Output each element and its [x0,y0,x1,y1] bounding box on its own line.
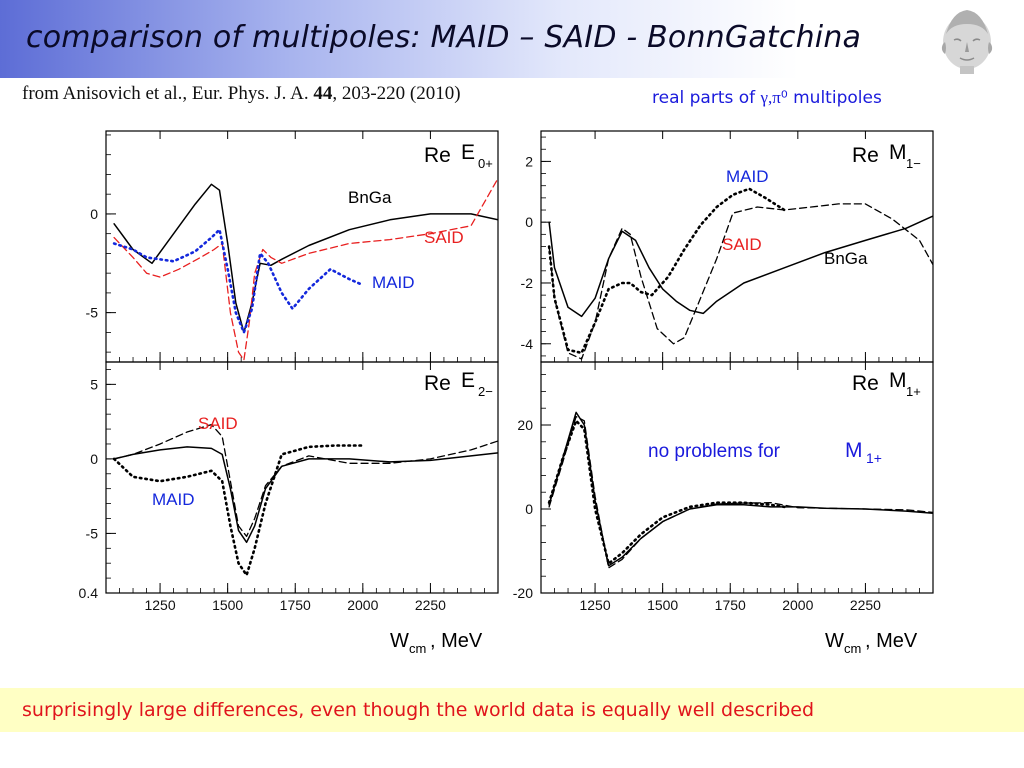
y-tick-label: -5 [86,525,99,541]
y-tick-label: -2 [521,275,534,291]
annotation-bnga: BnGa [824,249,868,268]
x-axis-title-sub: cm [409,641,426,656]
panel-label-re: Re [424,144,451,167]
x-tick-label: 2250 [415,597,446,613]
series-bnga-line [548,215,933,318]
panel-label-sub: 2− [478,384,493,399]
janus-head-icon [941,10,993,74]
bottom-highlight-bar [0,688,1024,732]
panel-m1minus: 2 0 -2 -4 Re M 1− MAID SAID BnGa [521,130,934,363]
series-maid-line [112,444,365,577]
corner-label: 0.4 [79,585,99,601]
panel-label-main: E [461,369,475,392]
x-tick-label: 2000 [782,597,813,613]
series-bnga-line [548,411,933,567]
plot-frame [540,361,934,594]
y-tick-label: 5 [90,376,98,392]
annotation-said: SAID [424,228,464,247]
y-tick-label: 0 [525,214,533,230]
particles-symbols: γ,π⁰ [760,88,788,107]
panel-label-re: Re [852,372,879,395]
y-tick-label: -4 [521,336,534,352]
annotation-bnga: BnGa [348,188,392,207]
series-said-line [548,415,933,569]
conclusion-text: surprisingly large differences, even tho… [22,699,815,721]
m1plus-note-sub: 1+ [866,450,882,466]
panel-label-re: Re [852,144,879,167]
series-maid-line [547,187,786,355]
x-tick-label: 2000 [347,597,378,613]
source-citation: from Anisovich et al., Eur. Phys. J. A. … [22,83,461,104]
series-said-line [113,177,498,361]
annotation-maid: MAID [726,167,769,186]
y-tick-label: -20 [513,585,533,601]
real-parts-note: real parts of γ,π⁰ multipoles [652,88,882,108]
m1plus-note-main: M [845,439,863,462]
slide-title: comparison of multipoles: MAID – SAID - … [26,20,862,55]
x-tick-label: 1250 [579,597,610,613]
x-tick-label: 1500 [212,597,243,613]
panel-label-main: M [889,141,907,164]
source-volume: 44 [313,83,333,104]
series-said-line [113,423,498,538]
x-tick-label: 1500 [647,597,678,613]
x-axis-title-sub: cm [844,641,861,656]
x-axis-title-main: W [390,630,409,652]
y-tick-label: -5 [86,305,99,321]
panel-label-main: E [461,141,475,164]
plot-frame [105,361,499,594]
annotation-said: SAID [198,414,238,433]
panel-label-main: M [889,369,907,392]
y-tick-label: 0 [90,451,98,467]
m1plus-note: no problems for [648,441,781,462]
y-tick-label: 2 [525,153,533,169]
x-tick-label: 1750 [280,597,311,613]
panel-e2minus: 5 0 -5 1250 1500 1750 2000 2250 Re E 2− SAID MAID 0.4… [79,361,499,656]
title-bar [0,0,1024,78]
y-tick-label: 20 [517,417,533,433]
panel-label-sub: 1− [906,156,921,171]
annotation-said: SAID [722,235,762,254]
annotation-maid: MAID [372,273,415,292]
x-axis-title-unit: , MeV [430,630,483,652]
series-maid-line [547,419,786,565]
x-axis-title-unit: , MeV [865,630,918,652]
x-axis-title-main: W [825,630,844,652]
annotation-maid: MAID [152,490,195,509]
series-bnga-line [113,446,498,544]
panel-label-re: Re [424,372,451,395]
panel-e0plus: 0 -5 Re E 0+ BnGa SAID MAID [86,130,499,363]
series-bnga-line [113,183,498,334]
x-tick-label: 1750 [715,597,746,613]
y-tick-label: 0 [525,501,533,517]
series-maid-line [112,228,365,334]
series-said-line [548,203,933,360]
x-tick-label: 1250 [144,597,175,613]
panel-label-sub: 1+ [906,384,921,399]
panel-label-sub: 0+ [478,156,493,171]
y-tick-label: 0 [90,206,98,222]
x-tick-label: 2250 [850,597,881,613]
